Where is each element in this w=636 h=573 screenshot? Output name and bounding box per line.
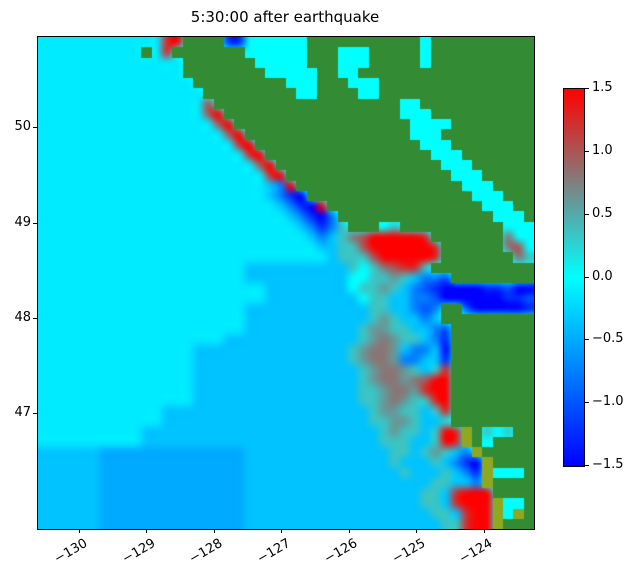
y-tick-mark [33,127,37,129]
x-tick-mark [416,529,418,533]
colorbar-tick-mark [585,213,589,215]
y-tick-label: 47 [14,404,31,420]
colorbar-tick-mark [585,150,589,152]
x-tick-mark [281,529,283,533]
x-tick-label: −130 [51,536,91,567]
x-tick-mark [348,529,350,533]
colorbar-tick-label: −1.0 [592,394,624,410]
colorbar-tick-mark [585,88,589,89]
colorbar-tick-label: −1.5 [592,457,624,472]
y-tick-mark [33,317,37,319]
plot-title: 5:30:00 after earthquake [190,8,380,26]
x-tick-label: −124 [456,536,496,567]
colorbar-tick-mark [585,465,589,466]
heatmap-canvas [38,37,534,529]
colorbar-tick-label: 1.0 [592,142,613,158]
x-tick-mark [213,529,215,533]
x-tick-label: −128 [186,536,226,567]
colorbar-tick-label: −0.5 [592,331,624,347]
x-tick-mark [146,529,148,533]
colorbar-tick-label: 1.5 [592,80,613,95]
colorbar-tick-mark [585,402,589,404]
x-tick-label: −126 [321,536,361,567]
colorbar-tick-mark [585,339,589,341]
x-tick-label: −129 [119,536,158,567]
y-tick-mark [33,222,37,224]
x-tick-label: −127 [254,536,293,567]
colorbar-tick-label: 0.5 [592,205,613,221]
y-tick-label: 48 [14,309,31,325]
colorbar-tick-mark [585,276,589,278]
x-tick-mark [78,529,80,533]
y-tick-label: 49 [14,214,31,230]
y-tick-label: 50 [14,119,31,135]
colorbar [563,88,585,467]
x-tick-label: −125 [389,536,428,567]
x-tick-mark [483,529,485,533]
colorbar-tick-label: 0.0 [592,268,613,284]
axes-frame [37,36,535,530]
y-tick-mark [33,412,37,414]
